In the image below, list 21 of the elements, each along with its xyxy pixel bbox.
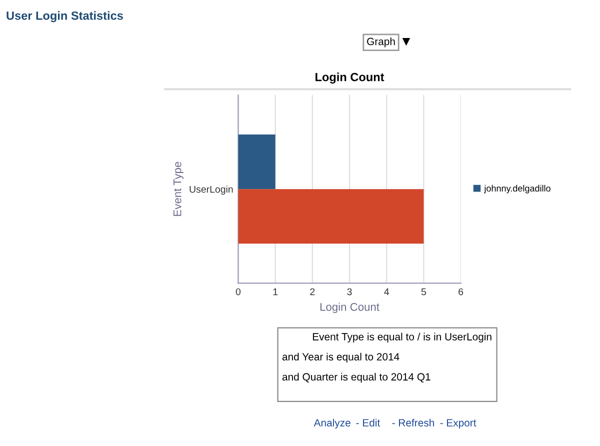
x-tick-label: 4 xyxy=(384,288,390,296)
text: Event Type is equal to / is in UserLogin xyxy=(312,332,492,342)
x-tick-label: 1 xyxy=(273,288,278,296)
x-tick-label: 0 xyxy=(236,288,241,296)
legend-label: johnny.delgadillo xyxy=(484,184,550,194)
text: - Export xyxy=(440,419,476,429)
text: User Login Statistics xyxy=(6,11,123,22)
x-tick-label: 6 xyxy=(458,288,464,296)
text: - Refresh xyxy=(392,418,434,426)
text: and Quarter is equal to 2014 Q1 xyxy=(282,372,430,383)
text: and Year is equal to 2014 xyxy=(282,352,400,363)
text: Analyze xyxy=(314,418,350,429)
chart-title: Login Count xyxy=(316,72,384,84)
x-tick-label: 5 xyxy=(421,288,426,296)
x-tick-label: 2 xyxy=(310,288,315,296)
text: - Edit xyxy=(356,418,380,426)
x-tick-label: 3 xyxy=(347,288,352,296)
text: Graph xyxy=(367,38,395,48)
y-axis-title: Event Type xyxy=(174,162,184,216)
y-tick-label: UserLogin xyxy=(190,186,233,195)
x-axis-title: Login Count xyxy=(320,302,380,314)
